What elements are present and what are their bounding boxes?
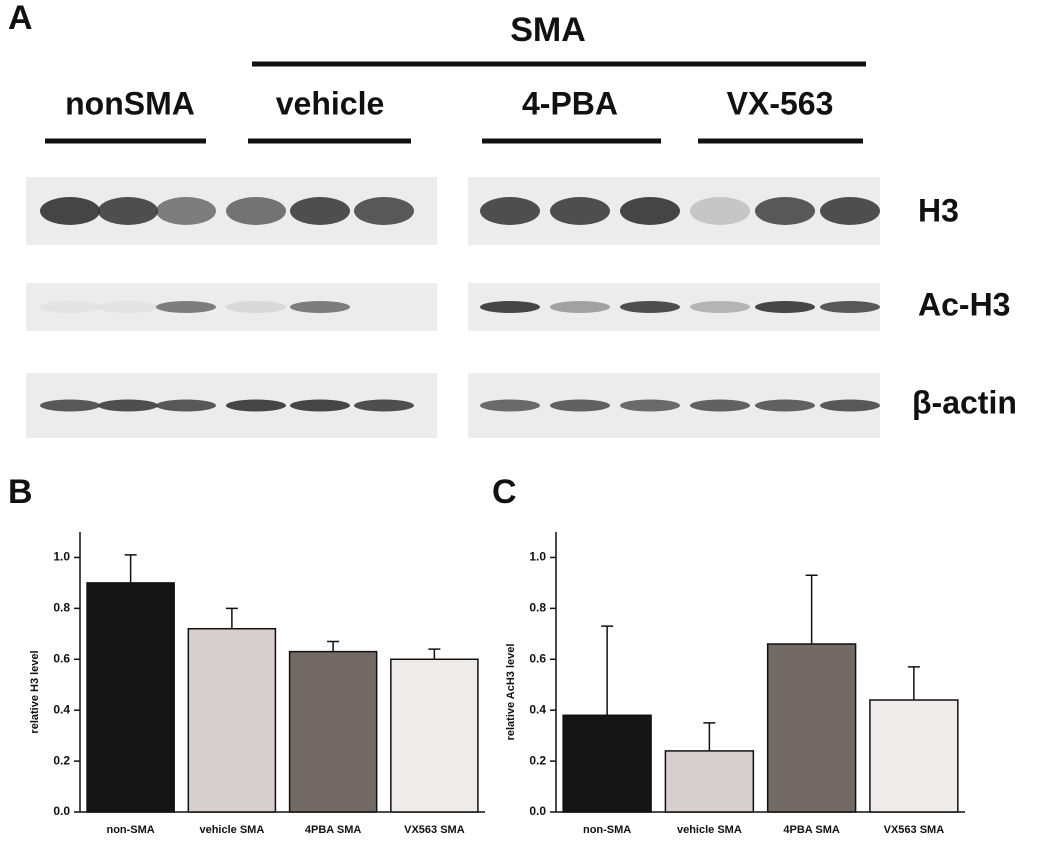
x-tick-label: non-SMA bbox=[583, 824, 631, 836]
error-bar bbox=[225, 607, 238, 629]
lane-label: nonSMA bbox=[65, 85, 195, 121]
panel-label: A bbox=[8, 0, 33, 37]
band bbox=[290, 301, 350, 313]
band bbox=[620, 301, 680, 313]
band bbox=[690, 399, 750, 412]
x-tick-label: non-SMA bbox=[106, 824, 154, 836]
error-bar bbox=[703, 722, 716, 751]
band bbox=[156, 301, 216, 313]
band bbox=[755, 197, 815, 225]
band bbox=[40, 197, 100, 225]
y-tick-label: 0.6 bbox=[529, 651, 546, 665]
band bbox=[820, 301, 880, 313]
y-tick-label: 1.0 bbox=[529, 550, 546, 564]
y-tick-label: 0.6 bbox=[53, 651, 70, 665]
band bbox=[550, 301, 610, 313]
band bbox=[98, 399, 158, 412]
band bbox=[550, 399, 610, 412]
error-bar bbox=[805, 574, 818, 644]
band bbox=[550, 197, 610, 225]
group-label: SMA bbox=[510, 11, 586, 49]
x-tick-label: VX563 SMA bbox=[404, 824, 465, 836]
band bbox=[820, 399, 880, 412]
protein-label: β-actin bbox=[912, 384, 1017, 420]
band bbox=[354, 197, 414, 225]
y-tick-label: 0.8 bbox=[529, 601, 546, 615]
band bbox=[40, 399, 100, 412]
panel-label: C bbox=[492, 473, 517, 511]
band bbox=[480, 197, 540, 225]
lane-label: 4-PBA bbox=[522, 85, 618, 121]
error-bar bbox=[124, 554, 137, 583]
x-tick-label: vehicle SMA bbox=[677, 824, 742, 836]
lane-label: VX-563 bbox=[727, 85, 834, 121]
x-tick-label: VX563 SMA bbox=[884, 824, 945, 836]
error-bar bbox=[907, 666, 920, 700]
band bbox=[620, 399, 680, 412]
band bbox=[290, 197, 350, 225]
band bbox=[40, 301, 100, 313]
bar bbox=[288, 650, 378, 813]
band bbox=[820, 197, 880, 225]
y-tick-label: 0.2 bbox=[53, 753, 70, 767]
band bbox=[690, 301, 750, 313]
band bbox=[354, 399, 414, 412]
y-axis-label: relative AcH3 level bbox=[505, 644, 517, 741]
band bbox=[480, 301, 540, 313]
band bbox=[156, 197, 216, 225]
protein-label: Ac-H3 bbox=[918, 286, 1010, 322]
error-bar bbox=[601, 625, 614, 716]
blots bbox=[26, 177, 880, 438]
band bbox=[98, 197, 158, 225]
band bbox=[290, 399, 350, 412]
band bbox=[226, 197, 286, 225]
y-tick-label: 0.8 bbox=[53, 601, 70, 615]
y-tick-label: 0.0 bbox=[529, 804, 546, 818]
bar bbox=[664, 750, 755, 813]
band bbox=[755, 399, 815, 412]
y-tick-label: 0.0 bbox=[53, 804, 70, 818]
x-tick-label: 4PBA SMA bbox=[783, 824, 839, 836]
y-tick-label: 1.0 bbox=[53, 550, 70, 564]
bar bbox=[869, 699, 959, 813]
blot-strip bbox=[26, 283, 437, 331]
error-bar bbox=[428, 648, 441, 660]
x-tick-label: vehicle SMA bbox=[199, 824, 264, 836]
y-tick-label: 0.4 bbox=[53, 702, 70, 716]
lane-label: vehicle bbox=[276, 85, 385, 121]
y-tick-label: 0.4 bbox=[529, 702, 546, 716]
band bbox=[226, 399, 286, 412]
band bbox=[620, 197, 680, 225]
band bbox=[226, 301, 286, 313]
y-tick-label: 0.2 bbox=[529, 753, 546, 767]
bar bbox=[562, 714, 652, 813]
bar bbox=[390, 658, 479, 813]
y-axis-label: relative H3 level bbox=[29, 650, 41, 733]
protein-label: H3 bbox=[918, 192, 959, 228]
band bbox=[755, 301, 815, 313]
band bbox=[156, 399, 216, 412]
band bbox=[480, 399, 540, 412]
x-tick-label: 4PBA SMA bbox=[305, 824, 361, 836]
error-bar bbox=[327, 640, 340, 652]
bar bbox=[766, 643, 857, 813]
panel-label: B bbox=[8, 473, 33, 511]
bar bbox=[187, 627, 277, 813]
band bbox=[98, 301, 158, 313]
bar bbox=[86, 582, 175, 813]
band bbox=[690, 197, 750, 225]
